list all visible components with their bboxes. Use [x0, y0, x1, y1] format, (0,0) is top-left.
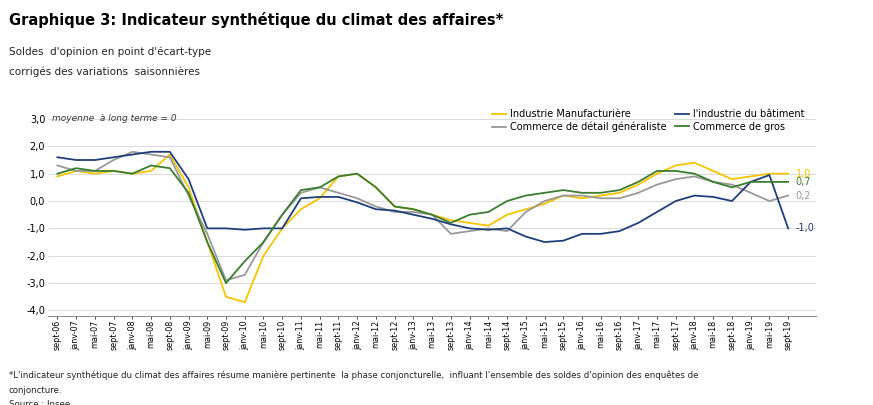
Text: -1,0: -1,0	[795, 224, 815, 233]
Text: 0,7: 0,7	[795, 177, 811, 187]
Text: *L'indicateur synthétique du climat des affaires résume manière pertinente  la p: *L'indicateur synthétique du climat des …	[9, 371, 698, 380]
Text: Graphique 3: Indicateur synthétique du climat des affaires*: Graphique 3: Indicateur synthétique du c…	[9, 12, 503, 28]
Text: Source : Insee.: Source : Insee.	[9, 400, 72, 405]
Text: 0,2: 0,2	[795, 191, 811, 200]
Text: 1,0: 1,0	[795, 168, 811, 179]
Text: moyenne  à long terme = 0: moyenne à long terme = 0	[52, 114, 176, 123]
Text: corrigés des variations  saisonnières: corrigés des variations saisonnières	[9, 67, 200, 77]
Text: Soldes  d'opinion en point d'écart-type: Soldes d'opinion en point d'écart-type	[9, 47, 211, 57]
Legend: Industrie Manufacturière, Commerce de détail généraliste, l'industrie du bâtimen: Industrie Manufacturière, Commerce de dé…	[488, 105, 808, 136]
Text: conjoncture.: conjoncture.	[9, 386, 62, 394]
